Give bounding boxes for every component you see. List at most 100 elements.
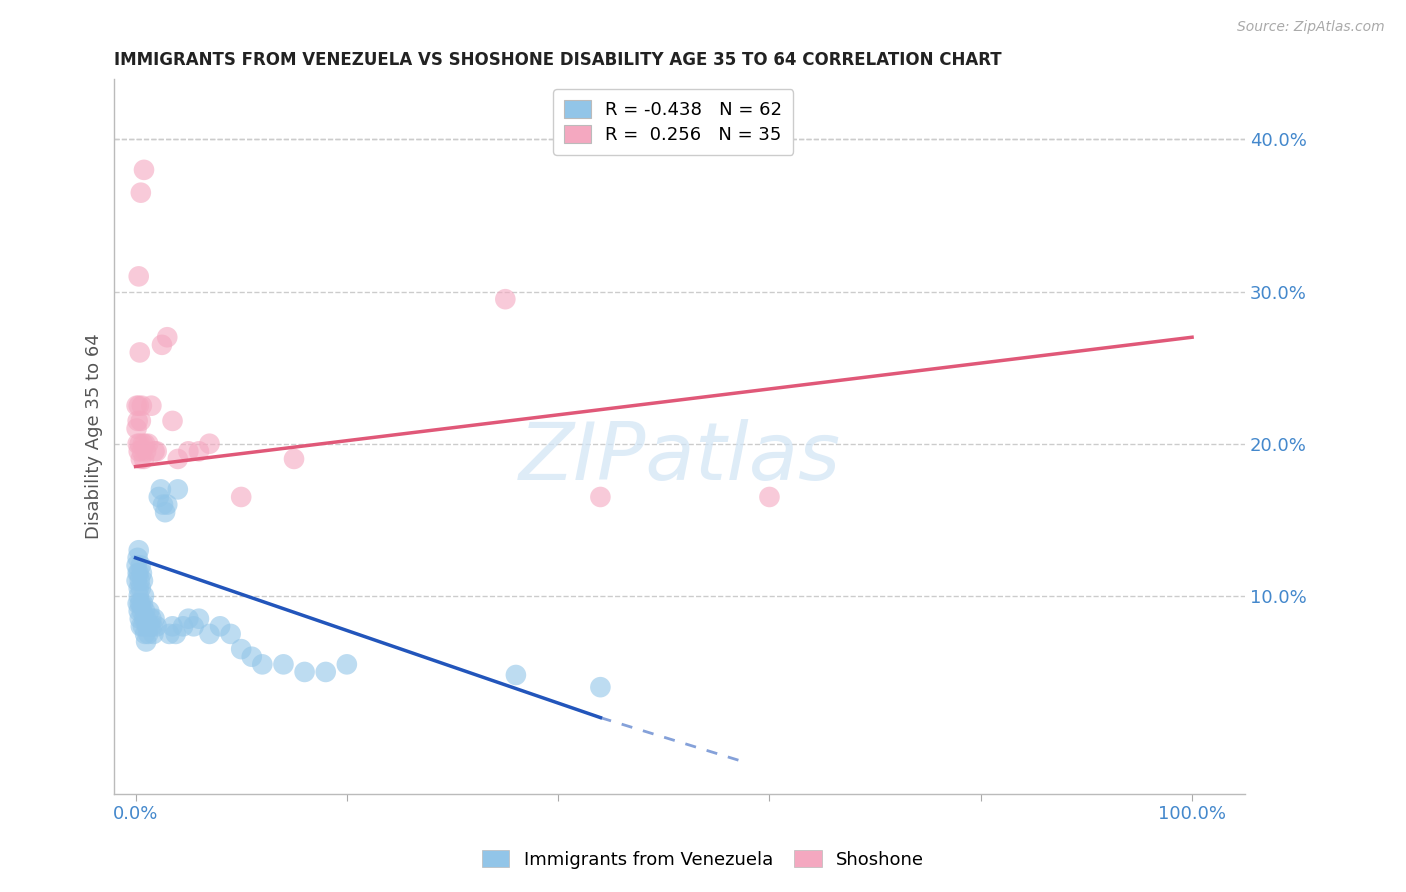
Point bbox=[127, 436, 149, 450]
Legend: R = -0.438   N = 62, R =  0.256   N = 35: R = -0.438 N = 62, R = 0.256 N = 35 bbox=[553, 89, 793, 155]
Point bbox=[128, 589, 150, 603]
Point bbox=[127, 566, 149, 580]
Point bbox=[131, 399, 153, 413]
Point bbox=[129, 452, 152, 467]
Point bbox=[135, 612, 157, 626]
Point bbox=[132, 597, 155, 611]
Point bbox=[156, 330, 179, 344]
Point bbox=[187, 612, 209, 626]
Point bbox=[128, 269, 150, 284]
Point bbox=[136, 436, 159, 450]
Point bbox=[136, 627, 159, 641]
Point bbox=[494, 292, 516, 306]
Point bbox=[152, 498, 174, 512]
Point bbox=[166, 483, 188, 497]
Point bbox=[273, 657, 295, 672]
Point bbox=[209, 619, 232, 633]
Point bbox=[231, 490, 253, 504]
Point bbox=[336, 657, 359, 672]
Point bbox=[125, 558, 148, 573]
Text: ZIPatlas: ZIPatlas bbox=[519, 418, 841, 497]
Point bbox=[315, 665, 337, 679]
Point bbox=[128, 566, 150, 580]
Y-axis label: Disability Age 35 to 64: Disability Age 35 to 64 bbox=[86, 334, 103, 539]
Point bbox=[128, 597, 150, 611]
Point bbox=[198, 627, 221, 641]
Point bbox=[125, 421, 148, 435]
Point bbox=[132, 436, 155, 450]
Point bbox=[187, 444, 209, 458]
Text: Source: ZipAtlas.com: Source: ZipAtlas.com bbox=[1237, 20, 1385, 34]
Point bbox=[134, 627, 156, 641]
Point bbox=[129, 597, 152, 611]
Point bbox=[505, 668, 527, 682]
Point bbox=[172, 619, 194, 633]
Point bbox=[129, 414, 152, 428]
Point bbox=[283, 452, 305, 467]
Point bbox=[129, 186, 152, 200]
Point bbox=[136, 619, 159, 633]
Point bbox=[131, 444, 153, 458]
Point bbox=[165, 627, 187, 641]
Point bbox=[145, 444, 167, 458]
Point bbox=[127, 414, 149, 428]
Point bbox=[166, 452, 188, 467]
Point bbox=[132, 612, 155, 626]
Point bbox=[135, 634, 157, 648]
Point bbox=[132, 619, 155, 633]
Point bbox=[128, 399, 150, 413]
Point bbox=[149, 483, 172, 497]
Point bbox=[142, 627, 165, 641]
Point bbox=[128, 345, 150, 359]
Point bbox=[141, 619, 163, 633]
Point bbox=[132, 574, 155, 588]
Point bbox=[156, 498, 179, 512]
Point bbox=[589, 680, 612, 694]
Point bbox=[134, 604, 156, 618]
Point bbox=[138, 604, 160, 618]
Point bbox=[153, 505, 176, 519]
Point bbox=[128, 581, 150, 595]
Point bbox=[135, 444, 157, 458]
Point bbox=[128, 444, 150, 458]
Point bbox=[231, 642, 253, 657]
Point bbox=[177, 444, 200, 458]
Point bbox=[128, 436, 150, 450]
Point bbox=[134, 436, 156, 450]
Point bbox=[132, 162, 155, 177]
Point bbox=[127, 597, 149, 611]
Point bbox=[128, 604, 150, 618]
Point bbox=[589, 490, 612, 504]
Point bbox=[294, 665, 316, 679]
Point bbox=[162, 414, 184, 428]
Point bbox=[128, 612, 150, 626]
Point bbox=[150, 338, 173, 352]
Point bbox=[240, 649, 263, 664]
Point bbox=[139, 619, 162, 633]
Point bbox=[127, 550, 149, 565]
Point bbox=[132, 452, 155, 467]
Point bbox=[132, 589, 155, 603]
Point bbox=[129, 558, 152, 573]
Point bbox=[143, 444, 166, 458]
Point bbox=[131, 566, 153, 580]
Point bbox=[162, 619, 184, 633]
Point bbox=[129, 581, 152, 595]
Point bbox=[157, 627, 180, 641]
Point bbox=[141, 399, 163, 413]
Point bbox=[758, 490, 780, 504]
Point bbox=[177, 612, 200, 626]
Point bbox=[198, 436, 221, 450]
Point bbox=[148, 490, 170, 504]
Text: IMMIGRANTS FROM VENEZUELA VS SHOSHONE DISABILITY AGE 35 TO 64 CORRELATION CHART: IMMIGRANTS FROM VENEZUELA VS SHOSHONE DI… bbox=[114, 51, 1002, 69]
Point bbox=[183, 619, 205, 633]
Point bbox=[141, 612, 163, 626]
Point bbox=[129, 619, 152, 633]
Point bbox=[125, 399, 148, 413]
Point bbox=[128, 543, 150, 558]
Point bbox=[131, 604, 153, 618]
Point bbox=[143, 612, 166, 626]
Point bbox=[252, 657, 274, 672]
Point bbox=[219, 627, 242, 641]
Point bbox=[125, 574, 148, 588]
